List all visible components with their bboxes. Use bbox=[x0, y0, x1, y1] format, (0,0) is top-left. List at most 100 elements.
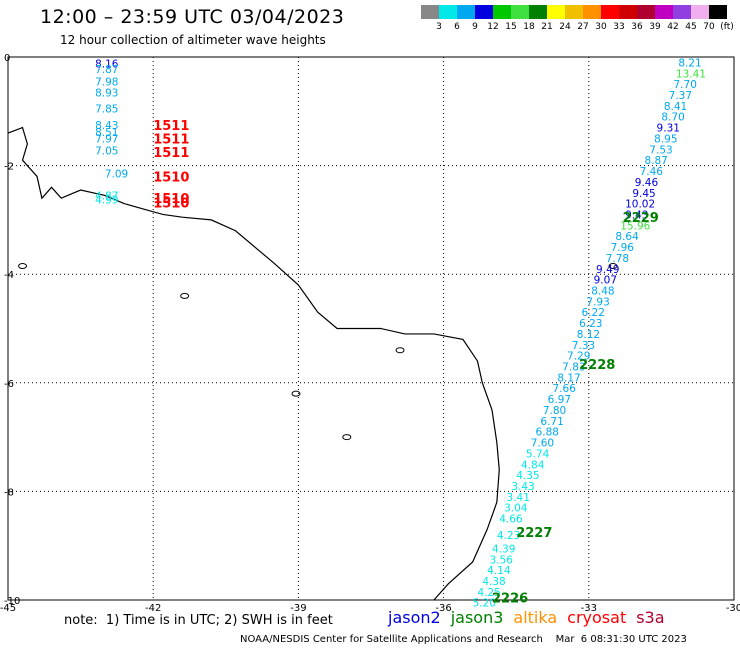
color-scale-label: (ft) bbox=[720, 22, 734, 32]
color-scale-label: 33 bbox=[613, 22, 625, 32]
longitude-tick-label: -42 bbox=[145, 603, 161, 614]
wave-height-label: 15.96 bbox=[620, 220, 650, 232]
latitude-tick-label: -10 bbox=[4, 596, 20, 607]
color-scale-label: 18 bbox=[523, 22, 535, 32]
color-scale-label: 45 bbox=[685, 22, 697, 32]
wave-height-label: 4.23 bbox=[497, 530, 520, 542]
wave-height-label: 4.84 bbox=[521, 459, 545, 471]
wave-height-label: 6.88 bbox=[536, 427, 559, 439]
legend-entry: jason2 bbox=[388, 608, 441, 627]
wave-height-label: 7.05 bbox=[95, 145, 118, 157]
coastline bbox=[7, 126, 500, 601]
island-outline bbox=[342, 434, 352, 441]
color-swatch bbox=[511, 5, 529, 19]
wave-height-label: 7.60 bbox=[531, 438, 554, 450]
wave-height-label: 9.45 bbox=[632, 188, 655, 200]
wave-height-label: 3.41 bbox=[507, 492, 530, 504]
color-swatch bbox=[709, 5, 727, 19]
wave-height-label: 7.66 bbox=[553, 383, 577, 395]
wave-height-label: 7.98 bbox=[95, 76, 118, 88]
track-number-label: 2227 bbox=[516, 526, 552, 541]
color-scale-label: 39 bbox=[649, 22, 661, 32]
wave-height-label: 4.35 bbox=[516, 470, 539, 482]
wave-height-color-scale: 3 6 9 12 15 18 21 24 27 30 33 36 39 42 45 70 (ft) bbox=[421, 5, 734, 33]
island-outline bbox=[180, 292, 190, 299]
map-frame bbox=[7, 56, 735, 601]
wave-height-label: 4.39 bbox=[492, 543, 515, 555]
island-outline bbox=[608, 263, 618, 270]
latitude-tick-label: -4 bbox=[4, 270, 14, 281]
wave-height-label: 5.20 bbox=[473, 598, 496, 610]
wave-height-label: 7.96 bbox=[611, 242, 635, 254]
color-scale-label: 3 bbox=[436, 22, 442, 32]
wave-height-label: 8.70 bbox=[661, 112, 684, 124]
wave-height-label: 9.46 bbox=[635, 177, 659, 189]
wave-height-label: 8.87 bbox=[644, 155, 667, 167]
track-number-label: 2228 bbox=[579, 358, 615, 373]
wave-height-label: 4.38 bbox=[482, 576, 505, 588]
wave-height-label: 8.43 bbox=[95, 120, 118, 132]
wave-height-label: 4.14 bbox=[487, 565, 511, 577]
track-number-label: 1510 bbox=[153, 170, 189, 185]
legend-entry: altika bbox=[513, 608, 558, 627]
color-swatch bbox=[655, 5, 673, 19]
wave-height-label: 6.23 bbox=[579, 318, 602, 330]
wave-height-label: 8.51 bbox=[95, 127, 118, 139]
color-swatch bbox=[547, 5, 565, 19]
wave-height-label: 7.83 bbox=[562, 362, 585, 374]
color-scale-labels: 3 6 9 12 15 18 21 24 27 30 33 36 39 42 45 70 (ft) bbox=[421, 19, 734, 33]
island-outline bbox=[291, 390, 301, 397]
wave-height-label: 7.09 bbox=[105, 169, 128, 181]
color-swatch bbox=[421, 5, 439, 19]
wave-height-label: 8.95 bbox=[654, 133, 677, 145]
wave-height-label: 7.97 bbox=[95, 133, 118, 145]
wave-height-label: 4.87 bbox=[95, 190, 118, 202]
longitude-tick-label: -36 bbox=[435, 603, 451, 614]
color-swatch bbox=[583, 5, 601, 19]
track-number-label: 1510 bbox=[153, 192, 189, 207]
track-number-label: 1511 bbox=[153, 119, 189, 134]
color-swatch bbox=[637, 5, 655, 19]
wave-height-label: 3.56 bbox=[490, 554, 514, 566]
longitude-tick-label: -45 bbox=[0, 603, 16, 614]
wave-height-label: 7.29 bbox=[567, 351, 590, 363]
color-scale-swatches bbox=[421, 5, 727, 19]
longitude-tick-label: -33 bbox=[581, 603, 597, 614]
legend-entry: s3a bbox=[636, 608, 665, 627]
wave-height-label: 8.16 bbox=[95, 59, 119, 71]
color-swatch bbox=[439, 5, 457, 19]
wave-height-label: 4.99 bbox=[95, 194, 118, 206]
wave-height-label: 7.46 bbox=[640, 166, 664, 178]
wave-height-label: 8.41 bbox=[664, 101, 687, 113]
legend-entry: jason3 bbox=[450, 608, 504, 627]
wave-height-label: 13.41 bbox=[676, 68, 706, 80]
color-swatch bbox=[601, 5, 619, 19]
color-swatch bbox=[457, 5, 475, 19]
track-number-label: 1511 bbox=[153, 132, 189, 147]
color-scale-label: 70 bbox=[703, 22, 715, 32]
map-title: 12:00 – 23:59 UTC 03/04/2023 bbox=[40, 6, 345, 28]
island-outline bbox=[18, 263, 28, 270]
track-number-label: 1510 bbox=[153, 197, 189, 212]
wave-height-label: 9.31 bbox=[657, 123, 680, 135]
map-subtitle: 12 hour collection of altimeter wave hei… bbox=[60, 33, 326, 47]
wave-height-label: 8.21 bbox=[678, 57, 701, 69]
wave-height-label: 8.64 bbox=[615, 231, 639, 243]
wave-height-label: 9.07 bbox=[594, 275, 617, 287]
color-scale-label: 42 bbox=[667, 22, 679, 32]
color-scale-label: 21 bbox=[541, 22, 553, 32]
color-swatch bbox=[475, 5, 493, 19]
wave-height-label: 8.93 bbox=[95, 87, 118, 99]
wave-height-label: 3.04 bbox=[504, 503, 528, 515]
wave-height-label: 7.93 bbox=[586, 296, 609, 308]
color-scale-label: 24 bbox=[559, 22, 571, 32]
color-swatch bbox=[529, 5, 547, 19]
wave-height-label: 4.25 bbox=[477, 587, 500, 599]
color-swatch bbox=[619, 5, 637, 19]
wave-height-label: 6.71 bbox=[540, 416, 563, 428]
color-scale-label: 9 bbox=[472, 22, 478, 32]
footer-credit: NOAA/NESDIS Center for Satellite Applica… bbox=[240, 634, 687, 645]
wave-height-label: 7.70 bbox=[674, 79, 697, 91]
wave-height-label: 5.74 bbox=[526, 448, 550, 460]
